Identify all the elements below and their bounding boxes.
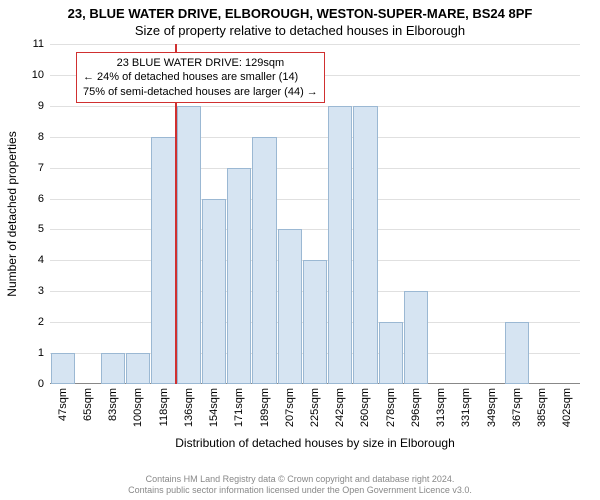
histogram-bar (505, 322, 529, 384)
x-tick-label: 367sqm (511, 388, 523, 427)
histogram-bar (151, 137, 175, 384)
y-tick-label: 5 (38, 223, 44, 235)
histogram-bar (404, 291, 428, 384)
histogram-bar (379, 322, 403, 384)
histogram-bar (51, 353, 75, 384)
footer-line2: Contains public sector information licen… (0, 485, 600, 496)
x-tick-label: 331sqm (460, 388, 472, 427)
y-tick-label: 11 (33, 38, 44, 50)
y-axis-label: Number of detached properties (5, 131, 19, 296)
x-tick-label: 47sqm (57, 388, 69, 421)
x-tick-label: 136sqm (183, 388, 195, 427)
y-tick-label: 9 (38, 100, 44, 112)
x-tick-label: 118sqm (158, 388, 170, 426)
annotation-line: ← 24% of detached houses are smaller (14… (83, 70, 318, 84)
gridline (50, 137, 580, 138)
histogram-bar (303, 260, 327, 384)
x-tick-label: 189sqm (259, 388, 271, 427)
histogram-bar (353, 106, 377, 384)
x-tick-label: 154sqm (208, 388, 220, 427)
x-tick-label: 100sqm (132, 388, 144, 427)
x-axis-label: Distribution of detached houses by size … (175, 436, 455, 450)
annotation-box: 23 BLUE WATER DRIVE: 129sqm← 24% of deta… (76, 52, 325, 103)
title-sub: Size of property relative to detached ho… (0, 21, 600, 38)
histogram-bar (252, 137, 276, 384)
annotation-line: 75% of semi-detached houses are larger (… (83, 85, 318, 99)
chart-area: 0123456789101147sqm65sqm83sqm100sqm118sq… (50, 44, 580, 384)
x-tick-label: 83sqm (107, 388, 119, 421)
chart-container: 23, BLUE WATER DRIVE, ELBOROUGH, WESTON-… (0, 0, 600, 500)
x-tick-label: 296sqm (410, 388, 422, 427)
footer-line1: Contains HM Land Registry data © Crown c… (0, 474, 600, 485)
x-tick-label: 278sqm (385, 388, 397, 427)
histogram-bar (202, 199, 226, 384)
y-tick-label: 3 (38, 285, 44, 297)
y-tick-label: 8 (38, 131, 44, 143)
x-tick-label: 402sqm (561, 388, 573, 427)
y-tick-label: 2 (38, 316, 44, 328)
histogram-bar (126, 353, 150, 384)
x-tick-label: 313sqm (435, 388, 447, 427)
x-tick-label: 171sqm (233, 388, 245, 427)
y-tick-label: 6 (38, 193, 44, 205)
histogram-bar (278, 229, 302, 384)
gridline (50, 44, 580, 45)
histogram-bar (177, 106, 201, 384)
gridline (50, 229, 580, 230)
x-tick-label: 260sqm (359, 388, 371, 427)
x-tick-label: 349sqm (486, 388, 498, 427)
x-tick-label: 385sqm (536, 388, 548, 427)
annotation-line: 23 BLUE WATER DRIVE: 129sqm (83, 56, 318, 70)
histogram-bar (328, 106, 352, 384)
histogram-bar (101, 353, 125, 384)
plot: 0123456789101147sqm65sqm83sqm100sqm118sq… (50, 44, 580, 384)
x-tick-label: 65sqm (82, 388, 94, 421)
gridline (50, 168, 580, 169)
y-tick-label: 4 (38, 254, 44, 266)
y-tick-label: 10 (32, 69, 44, 81)
y-tick-label: 0 (38, 378, 44, 390)
y-tick-label: 1 (38, 347, 44, 359)
histogram-bar (227, 168, 251, 384)
title-main: 23, BLUE WATER DRIVE, ELBOROUGH, WESTON-… (0, 0, 600, 21)
x-tick-label: 225sqm (309, 388, 321, 427)
footer: Contains HM Land Registry data © Crown c… (0, 474, 600, 496)
y-tick-label: 7 (38, 162, 44, 174)
x-tick-label: 207sqm (284, 388, 296, 427)
gridline (50, 199, 580, 200)
x-tick-label: 242sqm (334, 388, 346, 427)
gridline (50, 106, 580, 107)
